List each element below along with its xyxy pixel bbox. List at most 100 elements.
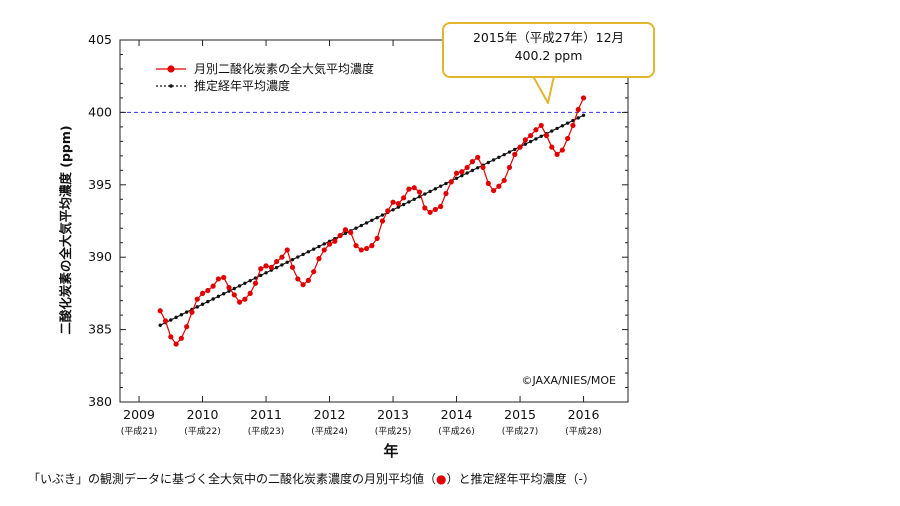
trend-point xyxy=(465,171,469,175)
monthly-point xyxy=(205,287,211,294)
monthly-point xyxy=(184,324,190,330)
y-tick-label: 395 xyxy=(88,177,112,192)
plot-border xyxy=(119,39,629,403)
trend-point xyxy=(296,255,300,259)
y-tick-label: 390 xyxy=(88,249,112,264)
monthly-point xyxy=(554,151,560,157)
x-tick-era-label: (平成21) xyxy=(121,425,157,437)
trend-point xyxy=(158,323,162,327)
trend-point xyxy=(290,257,295,262)
monthly-point xyxy=(533,127,539,133)
x-tick-label: 2010 xyxy=(187,407,219,422)
trend-point xyxy=(285,260,289,264)
monthly-point xyxy=(416,189,423,195)
trend-point xyxy=(232,286,236,291)
x-tick-era-label: (平成26) xyxy=(438,425,474,437)
monthly-point xyxy=(395,201,401,207)
trend-point xyxy=(497,155,501,159)
trend-point xyxy=(280,263,284,267)
trend-point xyxy=(460,173,464,178)
monthly-point xyxy=(311,269,317,275)
x-tick-label: 2015 xyxy=(504,407,536,422)
copyright-credit: ©JAXA/NIES/MOE xyxy=(521,374,616,387)
monthly-point xyxy=(268,264,274,270)
caption-red-dot: ● xyxy=(436,472,447,486)
trend-point xyxy=(370,218,374,222)
monthly-point xyxy=(385,208,391,214)
trend-point xyxy=(259,273,263,278)
trend-point xyxy=(555,126,559,131)
trend-point xyxy=(438,184,443,188)
trend-point xyxy=(364,221,369,225)
monthly-point xyxy=(337,232,343,239)
monthly-point xyxy=(543,132,550,139)
monthly-point xyxy=(427,209,433,215)
trend-point xyxy=(216,294,221,299)
plot-area xyxy=(119,39,629,403)
annotation-callout: 2015年（平成27年）12月 400.2 ppm xyxy=(442,22,655,78)
monthly-point xyxy=(379,218,386,224)
monthly-point xyxy=(236,299,243,305)
y-axis-label: 二酸化炭素の全大気平均濃度 (ppm) xyxy=(58,125,73,334)
monthly-point xyxy=(295,276,301,282)
trend-point xyxy=(412,197,416,201)
trend-point xyxy=(507,150,512,154)
monthly-point xyxy=(363,245,370,252)
trend-point xyxy=(354,226,358,230)
figure-caption: 「いぶき」の観測データに基づく全大気中の二酸化炭素濃度の月別平均値（●）と推定経… xyxy=(28,470,595,487)
monthly-point xyxy=(475,154,481,160)
trend-point xyxy=(301,252,305,257)
monthly-point xyxy=(348,229,354,236)
trend-point xyxy=(222,292,226,296)
monthly-point xyxy=(221,274,227,281)
trend-point xyxy=(391,208,395,212)
monthly-point xyxy=(448,179,454,185)
x-tick-era-label: (平成24) xyxy=(311,425,347,437)
x-tick-label: 2012 xyxy=(314,407,346,422)
monthly-point xyxy=(374,235,380,241)
monthly-point xyxy=(406,186,412,192)
monthly-point xyxy=(199,290,206,296)
x-tick-label: 2013 xyxy=(377,407,409,422)
x-tick-era-label: (平成28) xyxy=(565,425,601,437)
x-tick-label: 2009 xyxy=(123,407,155,422)
x-tick-label: 2011 xyxy=(250,407,282,422)
trend-point xyxy=(317,244,321,249)
monthly-point xyxy=(464,164,470,171)
trend-point xyxy=(200,302,205,306)
trend-point xyxy=(454,176,459,180)
monthly-point xyxy=(157,308,163,314)
y-tick-label: 380 xyxy=(88,394,112,409)
monthly-point xyxy=(438,203,444,210)
trend-point xyxy=(195,305,199,309)
trend-point xyxy=(528,139,533,144)
legend-label-monthly: 月別二酸化炭素の全大気平均濃度 xyxy=(194,61,374,76)
trend-point xyxy=(523,142,528,146)
x-tick-era-label: (平成23) xyxy=(248,425,284,437)
trend-point xyxy=(513,147,517,152)
trend-point xyxy=(565,121,570,125)
x-tick-era-label: (平成27) xyxy=(502,425,538,437)
monthly-point xyxy=(570,122,576,129)
y-tick-label: 385 xyxy=(88,322,112,337)
trend-point xyxy=(534,137,538,141)
monthly-point xyxy=(565,135,571,142)
trend-point xyxy=(423,192,427,196)
monthly-point xyxy=(517,144,523,150)
trend-point xyxy=(476,166,480,170)
monthly-point xyxy=(279,254,285,260)
monthly-point xyxy=(411,185,417,191)
legend-label-trend: 推定経年平均濃度 xyxy=(194,78,290,93)
monthly-series xyxy=(157,95,587,347)
monthly-point xyxy=(332,238,338,244)
monthly-point xyxy=(480,164,486,171)
trend-point xyxy=(576,116,580,120)
monthly-point xyxy=(528,132,534,139)
monthly-point xyxy=(432,206,438,213)
monthly-point xyxy=(443,190,449,197)
trend-point xyxy=(211,297,215,301)
monthly-point xyxy=(210,283,216,289)
trend-point xyxy=(380,213,385,217)
monthly-point xyxy=(305,277,311,283)
